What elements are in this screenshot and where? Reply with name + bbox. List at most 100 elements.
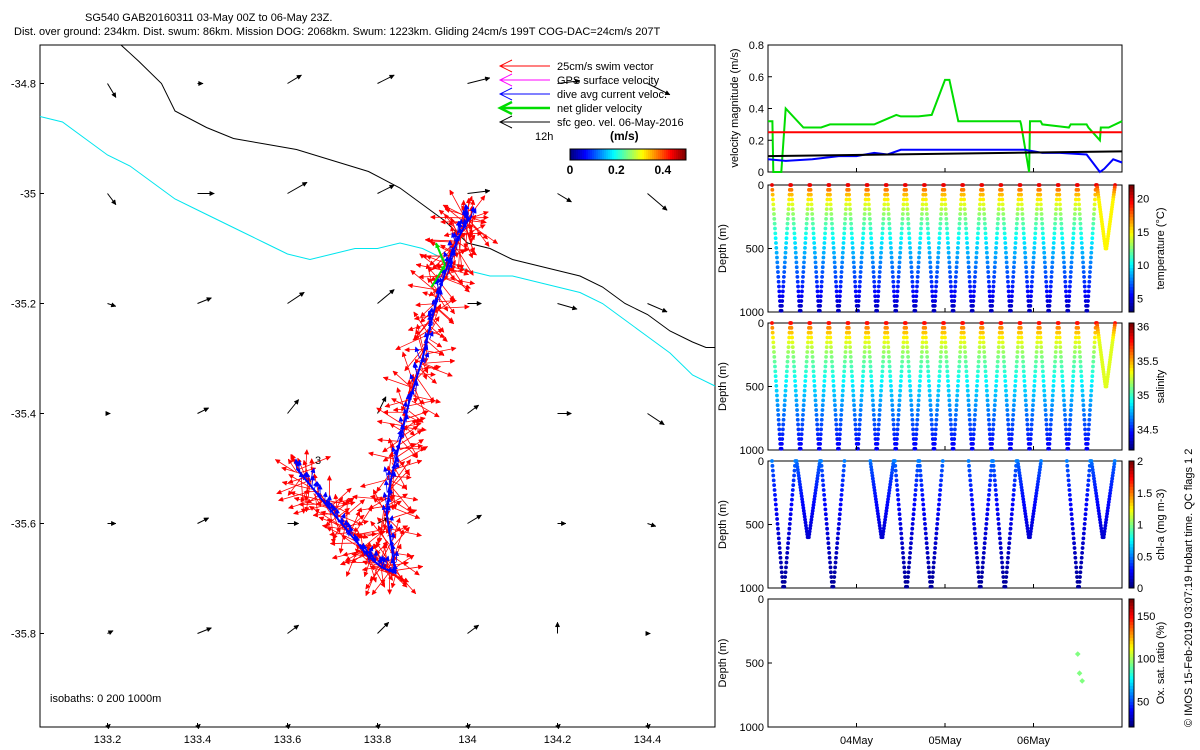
swim-vector-arrow <box>328 487 352 509</box>
profile-marker <box>992 265 997 270</box>
profile-marker <box>1031 508 1036 513</box>
profile-marker <box>771 478 776 483</box>
profile-marker <box>1079 236 1084 241</box>
profile-marker <box>921 335 925 340</box>
profile-marker <box>920 488 924 492</box>
swim-vector-arrow <box>418 274 446 280</box>
profile-marker <box>1095 500 1100 504</box>
profile-marker <box>933 294 938 299</box>
profile-marker <box>881 216 886 221</box>
profile-marker <box>823 507 828 512</box>
profile-marker <box>989 308 994 313</box>
dac-vector-arrow <box>386 469 392 483</box>
profile-marker <box>1019 485 1024 490</box>
profile-marker <box>1008 531 1013 536</box>
profile-marker <box>792 236 797 241</box>
profile-marker <box>940 463 945 468</box>
profile-marker <box>1016 197 1021 202</box>
profile-marker <box>924 345 929 350</box>
profile-marker <box>899 364 904 369</box>
profile-marker <box>1077 202 1082 207</box>
profile-marker <box>1019 330 1024 335</box>
profile-marker <box>928 260 933 265</box>
geo-velocity-arrow <box>287 520 300 527</box>
profile-marker <box>948 274 953 279</box>
profile-marker <box>783 575 788 579</box>
profile-marker <box>1035 335 1040 340</box>
profile-marker <box>888 369 892 374</box>
profile-marker <box>1022 236 1026 241</box>
profile-marker <box>1082 417 1087 422</box>
profile-marker <box>847 197 852 202</box>
profile-marker <box>1083 512 1088 517</box>
profile-marker <box>804 526 809 531</box>
profile-marker <box>837 437 842 441</box>
profile-marker <box>881 529 886 534</box>
profile-marker <box>1092 212 1096 216</box>
profile-marker <box>1066 446 1071 451</box>
profile-marker <box>1013 245 1018 250</box>
profile-colorbar-tick: 10 <box>1137 260 1149 272</box>
swim-vector-arrow <box>469 215 475 236</box>
profile-marker <box>841 379 846 383</box>
profile-marker <box>1033 497 1038 501</box>
geostrophic-arrows <box>105 74 671 730</box>
legend-item-net: net glider velocity <box>497 100 642 116</box>
profile-marker <box>1032 383 1037 388</box>
profile-marker <box>1010 284 1015 289</box>
profile-marker <box>843 207 848 212</box>
profile-marker <box>810 216 815 221</box>
dac-vector-arrow <box>332 504 338 517</box>
profile-marker <box>772 216 777 221</box>
profile-marker <box>1066 303 1071 308</box>
profile-marker <box>934 274 939 279</box>
profile-marker <box>1025 279 1029 284</box>
profile-marker <box>935 403 940 408</box>
profile-marker <box>1064 432 1069 437</box>
profile-marker <box>792 369 797 374</box>
profile-marker <box>891 417 896 422</box>
profile-marker <box>1034 216 1039 221</box>
profile-marker <box>948 408 952 412</box>
profile-marker <box>922 183 927 187</box>
profile-marker <box>909 408 914 412</box>
profile-marker <box>819 459 824 463</box>
profile-marker <box>790 335 795 340</box>
profile-marker <box>789 330 794 335</box>
profile-marker <box>806 202 810 207</box>
profile-marker <box>1020 345 1024 350</box>
profile-marker <box>985 265 990 270</box>
profile-marker <box>792 473 796 478</box>
profile-marker <box>848 207 852 212</box>
profile-marker <box>1105 508 1110 513</box>
profile-marker <box>791 354 796 359</box>
dac-vector-arrow <box>452 231 458 242</box>
profile-marker <box>827 325 832 330</box>
profile-marker <box>1069 403 1074 408</box>
profile-marker <box>936 507 941 512</box>
profile-marker <box>992 478 997 483</box>
profile-marker <box>1086 289 1091 294</box>
profile-marker <box>978 197 983 202</box>
profile-marker <box>937 236 942 241</box>
profile-marker <box>880 364 885 369</box>
profile-marker <box>1011 412 1016 417</box>
profile-marker <box>929 284 934 289</box>
profile-marker <box>919 478 924 483</box>
profile-marker <box>946 383 951 388</box>
profile-marker <box>820 473 825 478</box>
profile-marker <box>875 299 880 303</box>
profile-marker <box>1024 274 1029 279</box>
profile-marker <box>957 226 962 231</box>
profile-marker <box>933 427 938 432</box>
profile-marker <box>994 497 999 502</box>
profile-marker <box>1022 241 1027 245</box>
profile-marker <box>1024 412 1029 417</box>
profile-marker <box>869 245 874 250</box>
profile-marker <box>1011 408 1016 412</box>
swim-vector-arrow <box>411 400 440 418</box>
profile-marker <box>995 231 999 236</box>
profile-marker <box>819 422 824 427</box>
profile-marker <box>1067 284 1072 289</box>
profile-colorbar-tick: 36 <box>1137 321 1149 333</box>
